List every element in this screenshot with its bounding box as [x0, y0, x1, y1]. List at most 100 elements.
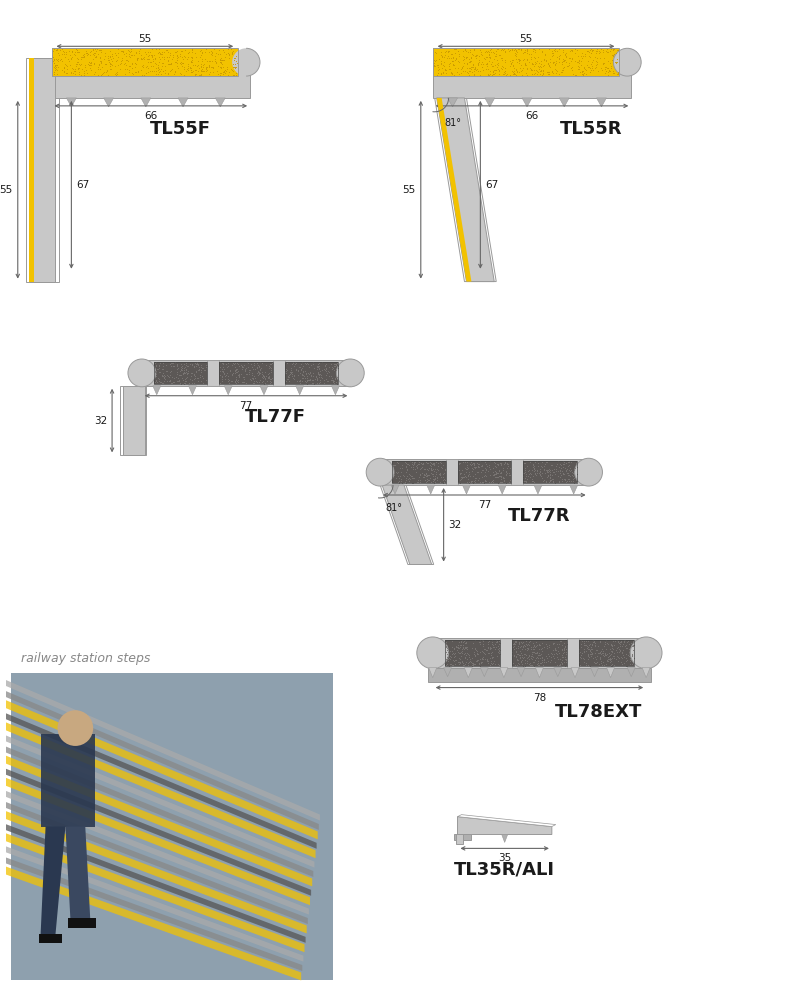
Point: [503, 472, 516, 488]
Point: [182, 375, 195, 391]
Point: [230, 59, 242, 75]
Point: [545, 64, 558, 80]
Point: [526, 66, 539, 82]
Point: [194, 367, 206, 383]
Bar: [458, 461, 511, 483]
Point: [283, 367, 296, 383]
Point: [224, 61, 237, 77]
Point: [468, 460, 481, 476]
Point: [469, 474, 482, 490]
Point: [182, 58, 194, 74]
Point: [174, 367, 187, 383]
Point: [103, 58, 116, 74]
Point: [178, 365, 190, 381]
Point: [474, 651, 486, 667]
Point: [551, 647, 564, 663]
Point: [149, 50, 162, 66]
Point: [406, 457, 419, 473]
Point: [450, 639, 462, 655]
Point: [569, 67, 582, 83]
Polygon shape: [642, 668, 650, 677]
Point: [615, 644, 628, 660]
Point: [540, 464, 553, 480]
Point: [150, 66, 162, 82]
Point: [146, 63, 158, 79]
Point: [562, 55, 575, 71]
Point: [510, 634, 522, 650]
Point: [436, 56, 449, 72]
Point: [80, 62, 93, 78]
Point: [546, 68, 559, 84]
Point: [625, 635, 638, 651]
Point: [430, 464, 442, 480]
Point: [313, 358, 326, 374]
Point: [194, 358, 207, 374]
Point: [48, 55, 61, 71]
Point: [174, 66, 187, 82]
Point: [618, 634, 630, 650]
Point: [466, 460, 478, 476]
Point: [622, 644, 635, 660]
Point: [456, 469, 469, 485]
Point: [163, 372, 176, 388]
Point: [498, 473, 510, 489]
Point: [248, 375, 261, 391]
Point: [260, 357, 273, 373]
Point: [611, 66, 624, 82]
Point: [531, 644, 544, 660]
Point: [154, 61, 167, 77]
Point: [489, 62, 502, 78]
Point: [574, 648, 587, 664]
Point: [442, 48, 454, 64]
Point: [537, 657, 550, 673]
Point: [554, 456, 567, 472]
Point: [477, 652, 490, 668]
Point: [434, 453, 447, 469]
Point: [523, 463, 536, 479]
Point: [534, 646, 547, 662]
Point: [424, 462, 437, 478]
Point: [486, 67, 498, 83]
Point: [400, 470, 413, 486]
Point: [472, 634, 485, 650]
Point: [583, 636, 596, 652]
Point: [604, 647, 617, 663]
Point: [510, 649, 522, 665]
Point: [114, 44, 127, 59]
Point: [442, 651, 455, 667]
Point: [470, 470, 482, 486]
Point: [483, 50, 496, 66]
Point: [474, 464, 487, 480]
Point: [508, 635, 521, 651]
Point: [469, 640, 482, 656]
Bar: [454, 835, 471, 841]
Point: [469, 647, 482, 663]
Point: [251, 364, 264, 380]
Point: [428, 461, 441, 477]
Point: [465, 473, 478, 489]
Point: [491, 41, 504, 56]
Point: [202, 66, 215, 82]
Point: [199, 59, 212, 75]
Point: [486, 468, 499, 484]
Point: [454, 655, 466, 671]
Text: 77: 77: [239, 401, 253, 410]
Point: [583, 64, 596, 80]
Point: [159, 363, 172, 379]
Point: [176, 55, 189, 71]
Point: [148, 363, 161, 379]
Point: [620, 637, 633, 653]
Point: [162, 56, 175, 72]
Point: [464, 653, 477, 669]
Point: [243, 362, 256, 378]
Point: [47, 58, 60, 74]
Point: [602, 646, 615, 662]
Point: [65, 44, 78, 59]
Point: [607, 47, 620, 63]
Bar: [285, 362, 338, 384]
Point: [73, 66, 86, 82]
Point: [216, 361, 229, 377]
Point: [479, 462, 492, 478]
Point: [550, 657, 563, 673]
Point: [560, 474, 573, 490]
